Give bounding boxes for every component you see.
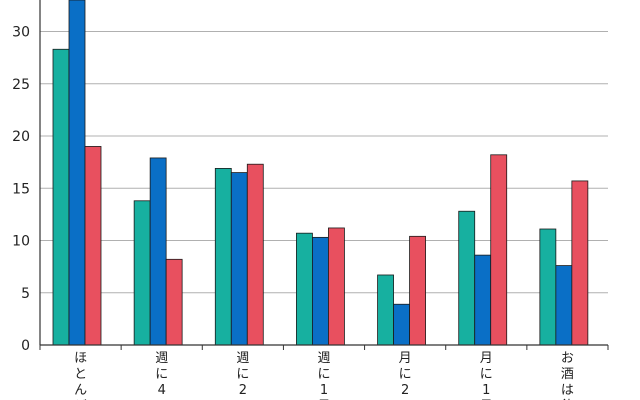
y-tick-label: 25 bbox=[12, 77, 30, 93]
bar bbox=[312, 236, 329, 346]
bar bbox=[393, 303, 410, 346]
y-tick-labels: 0 5 10 15 20 25 30 bbox=[12, 25, 30, 355]
bar bbox=[149, 157, 167, 346]
x-category-label: 月に2〜 bbox=[399, 351, 412, 400]
bar bbox=[68, 0, 86, 346]
y-tick-label: 15 bbox=[12, 181, 30, 197]
x-category-label: 週に1日 bbox=[317, 351, 330, 400]
y-tick-label: 30 bbox=[12, 25, 30, 41]
y-tick-label: 10 bbox=[12, 234, 30, 250]
y-tick-label: 5 bbox=[21, 286, 30, 302]
y-tick-label: 20 bbox=[12, 129, 30, 145]
bars bbox=[52, 0, 589, 346]
bar bbox=[571, 180, 589, 346]
y-tick-label: 0 bbox=[21, 338, 30, 354]
bar bbox=[296, 232, 313, 346]
x-category-label: 週に4〜 bbox=[155, 351, 168, 400]
bar bbox=[474, 254, 492, 346]
bar bbox=[214, 167, 232, 346]
bar bbox=[555, 265, 573, 346]
x-tick-marks bbox=[39, 345, 609, 350]
bar bbox=[458, 210, 476, 346]
bar bbox=[490, 154, 508, 346]
bar bbox=[377, 274, 394, 346]
x-category-labels: ほとんど 週に4〜 週に2〜 週に1日 月に2〜 月に1日 お酒は飲 bbox=[74, 351, 574, 400]
bar bbox=[230, 172, 248, 346]
bar bbox=[539, 228, 557, 346]
bar bbox=[246, 163, 264, 346]
bar bbox=[133, 200, 151, 346]
x-category-label: 週に2〜 bbox=[236, 351, 249, 400]
x-category-label: ほとんど bbox=[74, 351, 87, 400]
axes bbox=[39, 0, 608, 346]
bar bbox=[52, 48, 70, 346]
bar bbox=[328, 227, 345, 346]
bar bbox=[409, 235, 426, 346]
x-category-label: 月に1日 bbox=[480, 351, 493, 400]
x-category-label: お酒は飲 bbox=[561, 351, 574, 400]
bar bbox=[84, 146, 102, 346]
bar bbox=[165, 258, 183, 346]
